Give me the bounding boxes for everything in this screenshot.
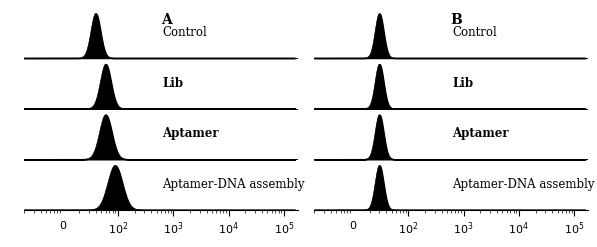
Text: Control: Control bbox=[453, 26, 497, 39]
Text: Aptamer-DNA assembly: Aptamer-DNA assembly bbox=[162, 178, 304, 191]
Text: Aptamer: Aptamer bbox=[453, 127, 509, 141]
Text: Control: Control bbox=[162, 26, 207, 39]
Text: Lib: Lib bbox=[453, 77, 473, 90]
Text: Aptamer-DNA assembly: Aptamer-DNA assembly bbox=[453, 178, 595, 191]
Text: Lib: Lib bbox=[162, 77, 183, 90]
Text: Aptamer: Aptamer bbox=[162, 127, 219, 141]
Text: 0: 0 bbox=[349, 221, 356, 231]
Text: B: B bbox=[451, 14, 463, 27]
Text: 0: 0 bbox=[59, 221, 66, 231]
Text: A: A bbox=[161, 14, 172, 27]
